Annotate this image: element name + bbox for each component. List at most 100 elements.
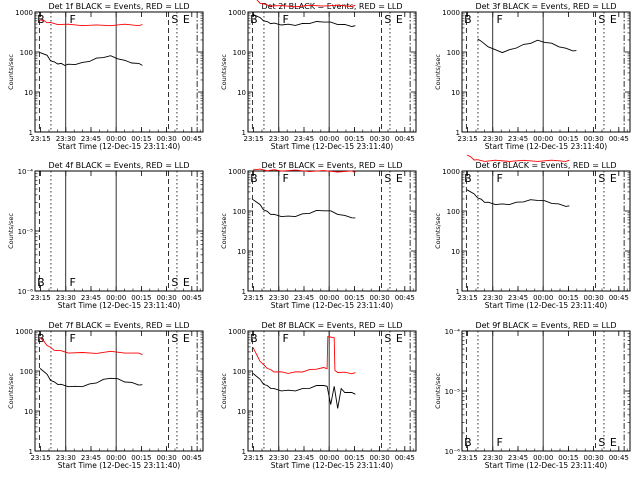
x-tick-label: 00:00 [533, 294, 553, 302]
x-tick-label: 00:45 [609, 135, 629, 143]
y-axis-label: Counts/sec [434, 54, 442, 90]
x-tick-label: 00:45 [395, 135, 415, 143]
x-tick-label: 23:30 [483, 135, 503, 143]
time-marker-label: F [282, 13, 288, 26]
y-tick-label: 10 [237, 408, 246, 416]
y-tick-label: 100 [233, 208, 246, 216]
y-tick-label: 10⁻⁵ [18, 228, 34, 236]
time-marker-label: F [69, 13, 75, 26]
x-tick-label: 23:15 [31, 135, 51, 143]
x-tick-label: 00:45 [609, 454, 629, 462]
x-tick-label: 00:45 [395, 454, 415, 462]
y-tick-label: 10 [24, 408, 33, 416]
plot-frame [247, 11, 417, 133]
time-marker-label: B [250, 172, 258, 185]
plot-panel-2: Det 2f BLACK = Events, RED = LLD 1 10 100 10… [220, 0, 417, 151]
y-tick-label: 100 [447, 49, 460, 57]
y-axis-label: Counts/sec [434, 373, 442, 409]
y-axis-label: Counts/sec [434, 213, 442, 249]
time-marker-label: E [396, 332, 403, 345]
y-axis-label: Counts/sec [7, 373, 15, 409]
time-marker-label: E [610, 172, 617, 185]
y-tick-label: 1 [242, 129, 246, 137]
x-tick-label: 00:00 [319, 135, 339, 143]
x-tick-label: 23:30 [56, 454, 76, 462]
time-marker-label: S [384, 13, 391, 26]
x-axis-label: Start Time (12-Dec-15 23:11:40) [271, 142, 393, 151]
plot-title: Det 9f BLACK = Events, RED = LLD [475, 321, 616, 330]
y-axis-label: Counts/sec [7, 54, 15, 90]
x-tick-label: 00:15 [131, 135, 151, 143]
events-series-line [252, 13, 356, 27]
x-tick-label: 00:15 [344, 294, 364, 302]
x-tick-label: 00:15 [558, 294, 578, 302]
y-tick-label: 10 [451, 89, 460, 97]
x-tick-label: 00:00 [319, 454, 339, 462]
x-tick-label: 00:30 [370, 294, 390, 302]
time-marker-label: E [610, 13, 617, 26]
y-tick-label: 1000 [228, 9, 246, 17]
x-axis-label: Start Time (12-Dec-15 23:11:40) [485, 461, 607, 470]
time-marker-label: F [496, 172, 502, 185]
x-tick-label: 23:30 [269, 294, 289, 302]
lld-series-line [39, 337, 143, 356]
time-marker-label: S [598, 436, 605, 449]
x-tick-label: 00:00 [106, 294, 126, 302]
x-tick-label: 23:30 [56, 135, 76, 143]
time-marker-label: E [183, 332, 190, 345]
plot-title: Det 4f BLACK = Events, RED = LLD [48, 161, 189, 170]
y-tick-label: 10 [237, 248, 246, 256]
time-marker-label: E [183, 276, 190, 289]
x-tick-label: 00:15 [344, 454, 364, 462]
time-marker-label: S [384, 332, 391, 345]
x-tick-label: 00:30 [584, 135, 604, 143]
plot-frame [34, 330, 204, 452]
x-tick-label: 23:15 [31, 294, 51, 302]
y-axis-label: Counts/sec [220, 54, 228, 90]
x-axis-label: Start Time (12-Dec-15 23:11:40) [271, 301, 393, 310]
events-series-line [466, 189, 570, 207]
y-tick-label: 10⁻⁴ [18, 168, 34, 176]
y-axis-label: Counts/sec [220, 213, 228, 249]
lld-series-line [466, 154, 570, 162]
plot-frame [34, 11, 204, 133]
plot-frame [461, 170, 631, 292]
y-axis-label: Counts/sec [7, 213, 15, 249]
x-tick-label: 23:45 [81, 454, 101, 462]
plot-title: Det 3f BLACK = Events, RED = LLD [475, 2, 616, 11]
lld-series-line [252, 336, 356, 375]
time-marker-label: B [250, 13, 258, 26]
x-axis-label: Start Time (12-Dec-15 23:11:40) [485, 301, 607, 310]
plot-panel-1: Det 1f BLACK = Events, RED = LLD 1 10 100 10… [7, 2, 204, 151]
time-marker-label: B [37, 13, 45, 26]
x-tick-label: 00:30 [157, 135, 177, 143]
y-axis-label: Counts/sec [220, 373, 228, 409]
x-tick-label: 23:15 [458, 294, 478, 302]
plot-panel-7: Det 7f BLACK = Events, RED = LLD 1 10 100 10… [7, 321, 204, 470]
x-tick-label: 23:15 [31, 454, 51, 462]
x-axis-label: Start Time (12-Dec-15 23:11:40) [58, 301, 180, 310]
time-marker-label: B [464, 172, 472, 185]
lld-series-line [252, 168, 356, 173]
x-tick-label: 23:15 [244, 454, 264, 462]
y-tick-label: 10⁻⁶ [18, 288, 34, 296]
x-tick-label: 00:30 [157, 454, 177, 462]
x-tick-label: 23:45 [508, 135, 528, 143]
x-tick-label: 23:45 [81, 135, 101, 143]
x-axis-label: Start Time (12-Dec-15 23:11:40) [58, 461, 180, 470]
y-tick-label: 1000 [15, 9, 33, 17]
time-marker-label: S [598, 13, 605, 26]
events-series-line [477, 38, 577, 54]
x-axis-label: Start Time (12-Dec-15 23:11:40) [485, 142, 607, 151]
x-tick-label: 00:45 [395, 294, 415, 302]
x-tick-label: 00:00 [106, 454, 126, 462]
plot-title: Det 7f BLACK = Events, RED = LLD [48, 321, 189, 330]
x-tick-label: 23:15 [458, 135, 478, 143]
plot-frame [461, 330, 631, 452]
plot-panel-9: Det 9f BLACK = Events, RED = LLD 10⁻⁶ 10⁻⁵… [434, 321, 631, 470]
y-tick-label: 100 [233, 49, 246, 57]
x-tick-label: 00:15 [558, 135, 578, 143]
y-tick-label: 1 [456, 129, 460, 137]
plot-title: Det 8f BLACK = Events, RED = LLD [261, 321, 402, 330]
